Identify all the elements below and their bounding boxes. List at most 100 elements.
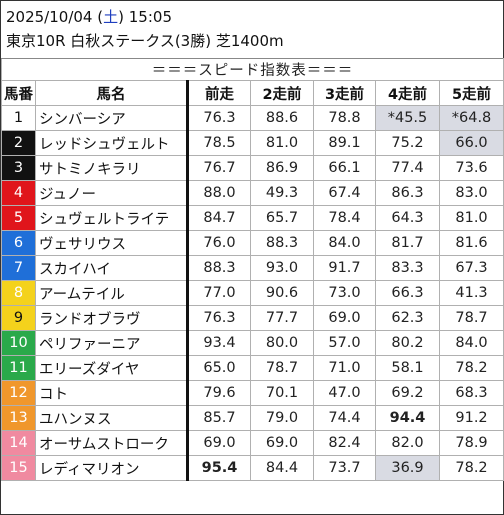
horse-number: 14: [1, 430, 36, 456]
col-header-4-races-ago: 4走前: [375, 80, 440, 106]
speed-index-value: 89.1: [313, 130, 376, 156]
horse-number: 6: [1, 230, 36, 256]
horse-name: スカイハイ: [35, 255, 188, 281]
speed-index-value: 58.1: [375, 355, 440, 381]
speed-index-value: 94.4: [375, 405, 440, 431]
table-row: 12 コト 79.6 70.1 47.0 69.2 68.3: [1, 380, 504, 406]
speed-index-value: 66.0: [438, 130, 504, 156]
speed-index-value: 83.0: [438, 180, 504, 206]
speed-index-value: 66.3: [375, 280, 440, 306]
speed-index-value: 90.6: [250, 280, 314, 306]
speed-index-value: 79.6: [186, 380, 251, 406]
speed-index-value: 76.3: [186, 305, 251, 331]
horse-number: 13: [1, 405, 36, 431]
speed-index-value: 76.0: [186, 230, 251, 256]
horse-name: コト: [35, 380, 188, 406]
speed-index-value: 69.2: [375, 380, 440, 406]
speed-index-value: 76.3: [186, 105, 251, 131]
horse-name: アームテイル: [35, 280, 188, 306]
speed-index-value: 68.3: [438, 380, 504, 406]
speed-index-value: 73.6: [438, 155, 504, 181]
speed-index-value: 78.2: [438, 355, 504, 381]
speed-index-value: 81.7: [375, 230, 440, 256]
col-header-3-races-ago: 3走前: [313, 80, 376, 106]
speed-index-value: 81.0: [438, 205, 504, 231]
horse-name: オーサムストローク: [35, 430, 188, 456]
speed-index-value: 80.0: [250, 330, 314, 356]
speed-index-value: 82.4: [313, 430, 376, 456]
race-day-of-week: 土: [103, 8, 119, 26]
speed-index-value: 78.7: [438, 305, 504, 331]
speed-index-value: 65.7: [250, 205, 314, 231]
speed-index-value: 64.3: [375, 205, 440, 231]
horse-number: 4: [1, 180, 36, 206]
speed-index-value: 80.2: [375, 330, 440, 356]
col-header-5-races-ago: 5走前: [438, 80, 504, 106]
table-row: 5 シュヴェルトライテ 84.7 65.7 78.4 64.3 81.0: [1, 205, 504, 231]
speed-index-value: 65.0: [186, 355, 251, 381]
speed-index-value: 69.0: [186, 430, 251, 456]
table-row: 4 ジュノー 88.0 49.3 67.4 86.3 83.0: [1, 180, 504, 206]
speed-index-value: 76.7: [186, 155, 251, 181]
horse-number: 7: [1, 255, 36, 281]
race-datetime: 2025/10/04 (土) 15:05: [6, 7, 172, 27]
col-header-last-race: 前走: [186, 80, 251, 106]
speed-index-value: 95.4: [186, 455, 251, 481]
table-row: 9 ランドオブラヴ 76.3 77.7 69.0 62.3 78.7: [1, 305, 504, 331]
race-dow-close: ): [118, 8, 124, 26]
table-row: 15 レディマリオン 95.4 84.4 73.7 36.9 78.2: [1, 455, 504, 481]
speed-index-value: *64.8: [438, 105, 504, 131]
speed-index-value: 91.2: [438, 405, 504, 431]
speed-index-value: 77.0: [186, 280, 251, 306]
table-row: 1 シンバーシア 76.3 88.6 78.8 *45.5 *64.8: [1, 105, 504, 131]
speed-index-value: 84.0: [438, 330, 504, 356]
horse-name: レッドシュヴェルト: [35, 130, 188, 156]
table-body: 1 シンバーシア 76.3 88.6 78.8 *45.5 *64.8 2 レッドシュヴェルト 7…: [1, 105, 504, 481]
horse-name: ヴェサリウス: [35, 230, 188, 256]
race-time: 15:05: [128, 8, 172, 26]
col-header-2-races-ago: 2走前: [250, 80, 314, 106]
horse-name: ユハンヌス: [35, 405, 188, 431]
speed-index-value: 78.4: [313, 205, 376, 231]
speed-index-value: 47.0: [313, 380, 376, 406]
speed-index-value: 78.5: [186, 130, 251, 156]
race-title: 東京10R 白秋ステークス(3勝) 芝1400m: [6, 32, 284, 50]
speed-index-value: 85.7: [186, 405, 251, 431]
horse-number: 1: [1, 105, 36, 131]
speed-index-value: 67.3: [438, 255, 504, 281]
horse-number: 9: [1, 305, 36, 331]
table-row: 11 エリーズダイヤ 65.0 78.7 71.0 58.1 78.2: [1, 355, 504, 381]
speed-index-value: 84.7: [186, 205, 251, 231]
horse-number: 8: [1, 280, 36, 306]
speed-index-value: 74.4: [313, 405, 376, 431]
horse-name: ジュノー: [35, 180, 188, 206]
speed-index-value: 77.4: [375, 155, 440, 181]
horse-number: 10: [1, 330, 36, 356]
table-row: 10 ペリファーニア 93.4 80.0 57.0 80.2 84.0: [1, 330, 504, 356]
race-dow-open: (: [97, 8, 104, 26]
horse-name: シンバーシア: [35, 105, 188, 131]
speed-index-value: 57.0: [313, 330, 376, 356]
speed-index-value: 86.3: [375, 180, 440, 206]
speed-index-value: 41.3: [438, 280, 504, 306]
col-header-name: 馬名: [35, 80, 188, 106]
speed-index-value: 93.4: [186, 330, 251, 356]
speed-index-value: 88.6: [250, 105, 314, 131]
horse-number: 3: [1, 155, 36, 181]
speed-index-value: 75.2: [375, 130, 440, 156]
speed-index-value: 91.7: [313, 255, 376, 281]
speed-index-value: 78.2: [438, 455, 504, 481]
horse-name: エリーズダイヤ: [35, 355, 188, 381]
table-row: 3 サトミノキラリ 76.7 86.9 66.1 77.4 73.6: [1, 155, 504, 181]
table-row: 13 ユハンヌス 85.7 79.0 74.4 94.4 91.2: [1, 405, 504, 431]
table-row: 6 ヴェサリウス 76.0 88.3 84.0 81.7 81.6: [1, 230, 504, 256]
speed-index-value: 71.0: [313, 355, 376, 381]
speed-index-value: 81.6: [438, 230, 504, 256]
speed-index-value: 88.0: [186, 180, 251, 206]
horse-name: レディマリオン: [35, 455, 188, 481]
speed-index-value: 84.4: [250, 455, 314, 481]
speed-index-value: 88.3: [186, 255, 251, 281]
horse-number: 2: [1, 130, 36, 156]
speed-index-value: 79.0: [250, 405, 314, 431]
